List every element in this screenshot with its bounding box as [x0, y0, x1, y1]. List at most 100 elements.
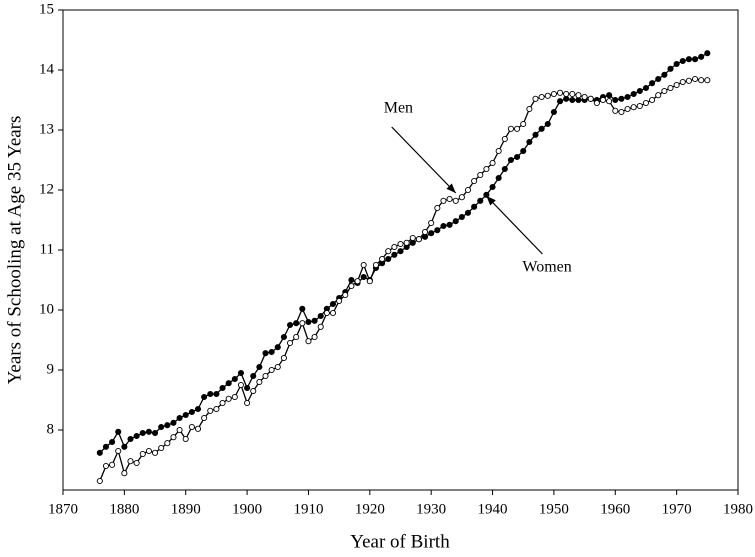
series-marker: [649, 96, 656, 104]
series-marker: [599, 96, 607, 104]
series-marker: [507, 125, 515, 132]
series-marker: [532, 95, 539, 102]
series-marker: [673, 81, 680, 89]
series-marker: [102, 462, 110, 470]
series-marker: [360, 273, 367, 281]
annotation-arrow: [391, 126, 457, 194]
series-marker: [642, 84, 650, 92]
series-marker: [201, 393, 208, 401]
series-marker: [685, 56, 692, 63]
series-marker: [133, 432, 140, 440]
series-marker: [556, 89, 564, 96]
series-marker: [299, 320, 306, 327]
series-marker: [544, 120, 551, 128]
series-marker: [231, 375, 238, 383]
series-marker: [563, 90, 570, 98]
series-marker: [286, 339, 294, 347]
series-marker: [348, 282, 355, 290]
series-marker: [170, 434, 177, 441]
series-marker: [550, 90, 557, 98]
series-marker: [446, 221, 453, 228]
series-marker: [649, 80, 656, 87]
series-marker: [642, 99, 650, 107]
series-marker: [293, 333, 300, 341]
series-marker: [698, 53, 705, 60]
series-marker: [244, 399, 251, 407]
x-tick-label: 1980: [723, 501, 753, 517]
series-marker: [440, 197, 447, 204]
series-marker: [262, 372, 269, 380]
series-marker: [164, 440, 171, 447]
series-marker: [685, 77, 692, 84]
x-tick-label: 1960: [600, 501, 630, 517]
x-tick-label: 1870: [48, 501, 78, 517]
series-marker: [323, 309, 330, 317]
series-marker: [464, 186, 472, 194]
series-marker: [219, 399, 226, 407]
series-marker: [182, 411, 189, 419]
series-marker: [145, 428, 152, 435]
y-tick-label: 14: [39, 61, 55, 77]
series-marker: [606, 92, 613, 99]
series-marker: [618, 95, 625, 102]
series-marker: [569, 96, 576, 104]
series-marker: [661, 71, 668, 78]
series-marker: [299, 305, 306, 312]
series-marker: [538, 93, 545, 101]
series-marker: [428, 219, 435, 227]
series-marker: [317, 312, 324, 320]
series-marker: [274, 344, 281, 351]
series-marker: [158, 423, 165, 431]
series-marker: [151, 449, 159, 456]
series-marker: [268, 366, 275, 374]
series-marker: [544, 92, 551, 99]
series-marker: [397, 248, 404, 255]
series-marker: [581, 93, 588, 101]
series-marker: [360, 261, 367, 269]
series-marker: [207, 407, 214, 414]
series-line: [99, 52, 708, 454]
series-marker: [421, 228, 429, 236]
series-marker: [237, 369, 245, 377]
y-tick-label: 15: [39, 1, 54, 17]
series-marker: [317, 323, 324, 330]
series-marker: [176, 426, 183, 434]
series-marker: [329, 309, 337, 317]
series-marker: [250, 387, 257, 395]
series-marker: [329, 300, 337, 308]
series-marker: [550, 108, 557, 116]
series-marker: [207, 390, 214, 398]
series-marker: [194, 425, 202, 432]
series-marker: [188, 423, 195, 431]
series-marker: [194, 405, 202, 413]
x-tick-label: 1920: [355, 501, 385, 517]
annotation-arrow: [485, 195, 543, 255]
series-marker: [305, 318, 312, 326]
series-marker: [520, 147, 527, 155]
series-marker: [704, 50, 711, 57]
series-marker: [225, 395, 232, 402]
series-marker: [391, 251, 398, 258]
series-marker: [458, 213, 465, 221]
series-marker: [532, 131, 539, 138]
series-marker: [225, 380, 232, 387]
series-marker: [379, 255, 386, 263]
x-tick-label: 1970: [662, 501, 692, 517]
series-marker: [458, 194, 465, 201]
series-marker: [385, 248, 392, 255]
series-marker: [188, 408, 195, 416]
series-marker: [606, 98, 613, 105]
series-marker: [538, 125, 545, 132]
series-marker: [691, 75, 699, 83]
series-marker: [127, 435, 134, 443]
series-marker: [489, 159, 496, 167]
series-marker: [667, 84, 674, 92]
series-marker: [612, 96, 619, 104]
series-marker: [679, 57, 686, 65]
series-marker: [311, 317, 318, 324]
series-marker: [366, 278, 373, 285]
x-tick-label: 1950: [539, 501, 569, 517]
series-marker: [667, 65, 674, 72]
series-marker: [612, 107, 619, 114]
